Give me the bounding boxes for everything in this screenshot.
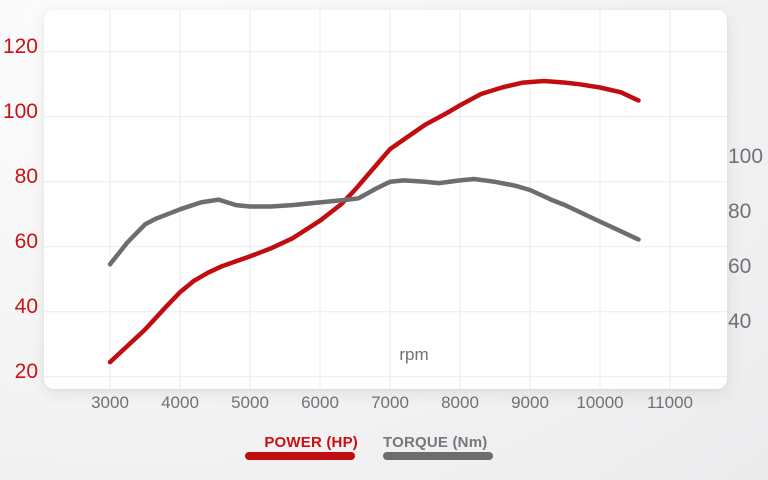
x-axis-tick-5000: 5000 (231, 393, 269, 412)
x-axis-tick-4000: 4000 (161, 393, 199, 412)
legend-label-power[interactable]: POWER (HP) (264, 434, 358, 451)
x-axis-tick-3000: 3000 (91, 393, 129, 412)
x-axis-tick-6000: 6000 (301, 393, 339, 412)
x-axis-tick-10000: 10000 (576, 393, 624, 412)
legend-swatch-power-line[interactable] (245, 452, 355, 460)
x-axis-tick-11000: 11000 (646, 393, 694, 412)
right-axis-tick-40: 40 (728, 310, 752, 333)
left-axis-tick-40: 40 (14, 295, 38, 319)
right-axis-tick-80: 80 (728, 200, 752, 223)
left-axis-tick-60: 60 (14, 230, 38, 254)
left-axis-tick-20: 20 (14, 360, 38, 384)
plot-area (44, 10, 727, 389)
torque-curve (107, 176, 641, 267)
legend-label-torque[interactable]: TORQUE (Nm) (383, 434, 488, 451)
x-axis-title: rpm (399, 345, 429, 364)
left-axis-tick-120: 120 (2, 35, 38, 59)
left-axis-tick-80: 80 (14, 165, 38, 189)
power-curve (107, 78, 641, 365)
x-axis-tick-8000: 8000 (441, 393, 479, 412)
right-axis-tick-100: 100 (728, 145, 764, 168)
x-axis-tick-9000: 9000 (511, 393, 549, 412)
legend-swatch-torque-line[interactable] (383, 452, 493, 460)
x-axis-tick-7000: 7000 (371, 393, 409, 412)
left-axis-tick-100: 100 (2, 100, 38, 124)
right-axis-tick-60: 60 (728, 255, 752, 278)
chart-panel: rpm (44, 10, 727, 389)
